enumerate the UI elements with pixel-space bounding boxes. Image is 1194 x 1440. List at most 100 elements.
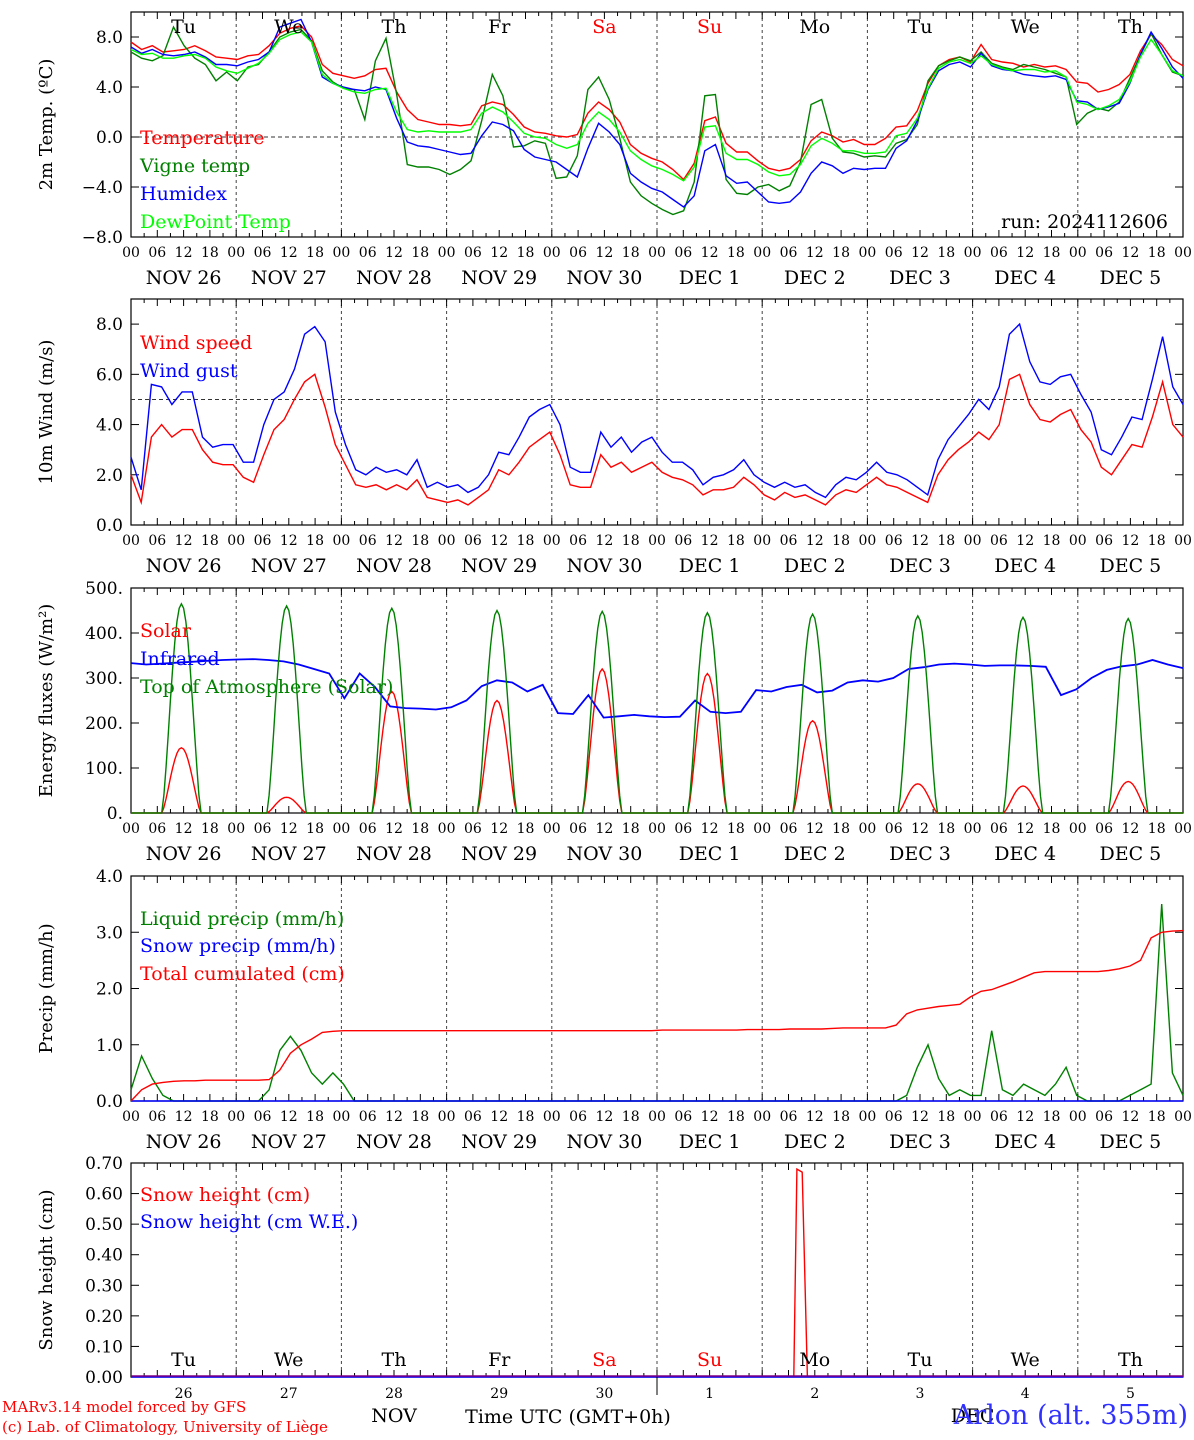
hour-label: 00: [122, 533, 140, 549]
day-number: 3: [916, 1386, 925, 1402]
day-label: DEC 3: [889, 267, 951, 289]
weekday-label: Su: [697, 1349, 722, 1371]
hour-label: 06: [254, 821, 272, 837]
day-label: NOV 28: [356, 555, 432, 577]
legend-entry: Solar: [140, 620, 192, 642]
weekday-label: Sa: [592, 16, 616, 38]
month-label: NOV: [371, 1405, 417, 1427]
hour-label: 12: [385, 533, 403, 549]
day-number: 1: [705, 1386, 714, 1402]
weekday-label: Fr: [488, 16, 511, 38]
day-label: NOV 28: [356, 267, 432, 289]
hour-label: 00: [332, 533, 350, 549]
legend-entry: DewPoint Temp: [140, 211, 291, 233]
series-line: [130, 658, 1184, 719]
day-label: NOV 30: [566, 555, 642, 577]
hour-label: 18: [411, 533, 429, 549]
hour-label: 12: [911, 821, 929, 837]
day-number: 30: [595, 1386, 613, 1402]
day-label: DEC 5: [1100, 843, 1162, 865]
hour-label: 18: [306, 533, 324, 549]
day-label: DEC 1: [679, 1131, 741, 1153]
hour-label: 18: [727, 821, 745, 837]
hour-label: 00: [648, 245, 666, 261]
hour-label: 00: [1174, 245, 1192, 261]
day-label: NOV 28: [356, 1131, 432, 1153]
legend-entry: Liquid precip (mm/h): [140, 908, 344, 930]
hour-label: 00: [964, 1109, 982, 1125]
day-number: 2: [810, 1386, 819, 1402]
hour-label: 06: [148, 245, 166, 261]
day-label: DEC 3: [889, 555, 951, 577]
hour-label: 12: [595, 821, 613, 837]
series-line: [793, 1167, 809, 1378]
day-label: NOV 26: [146, 555, 222, 577]
hour-label: 12: [806, 245, 824, 261]
hour-label: 12: [175, 245, 193, 261]
hour-label: 06: [780, 245, 798, 261]
hour-label: 18: [1148, 245, 1166, 261]
weekday-label: Tu: [908, 16, 933, 38]
y-tick-label: 0.30: [85, 1276, 123, 1296]
y-axis-label: Snow height (cm): [36, 1189, 57, 1350]
hour-label: 18: [832, 821, 850, 837]
hour-label: 00: [753, 821, 771, 837]
hour-label: 06: [359, 821, 377, 837]
hour-label: 00: [964, 245, 982, 261]
hour-label: 12: [595, 1109, 613, 1125]
hour-label: 00: [438, 533, 456, 549]
y-axis-label: Energy fluxes (W/m²): [36, 604, 57, 798]
day-label: NOV 27: [251, 555, 327, 577]
hour-label: 12: [1121, 245, 1139, 261]
hour-label: 12: [806, 1109, 824, 1125]
series-line: [130, 18, 1184, 208]
hour-label: 00: [1174, 533, 1192, 549]
model-credit: MARv3.14 model forced by GFS: [2, 1398, 247, 1416]
hour-label: 18: [1148, 821, 1166, 837]
day-label: DEC 3: [889, 1131, 951, 1153]
hour-label: 18: [937, 245, 955, 261]
hour-label: 12: [280, 533, 298, 549]
hour-label: 18: [727, 245, 745, 261]
hour-label: 18: [622, 821, 640, 837]
y-tick-label: 0.: [107, 804, 123, 824]
day-label: NOV 29: [461, 1131, 537, 1153]
hour-label: 12: [175, 1109, 193, 1125]
weekday-label: Sa: [592, 1349, 616, 1371]
y-tick-label: 0.40: [85, 1246, 123, 1266]
hour-label: 00: [1069, 245, 1087, 261]
hour-label: 06: [885, 533, 903, 549]
series-line: [130, 373, 1184, 506]
hour-label: 18: [517, 1109, 535, 1125]
hour-label: 06: [569, 245, 587, 261]
hour-label: 18: [727, 533, 745, 549]
day-label: NOV 29: [461, 843, 537, 865]
hour-label: 06: [885, 821, 903, 837]
hour-label: 06: [990, 245, 1008, 261]
y-tick-label: 0.0: [96, 516, 123, 536]
y-tick-label: 8.0: [96, 315, 123, 335]
hour-label: 18: [517, 821, 535, 837]
hour-label: 18: [517, 245, 535, 261]
weekday-label: We: [1011, 1349, 1040, 1371]
hour-label: 12: [280, 821, 298, 837]
weekday-label: Mo: [799, 16, 830, 38]
y-tick-label: 500.: [85, 579, 123, 599]
hour-label: 00: [332, 245, 350, 261]
hour-label: 12: [175, 533, 193, 549]
weekday-label: We: [274, 1349, 303, 1371]
day-label: DEC 5: [1100, 555, 1162, 577]
hour-label: 18: [411, 245, 429, 261]
hour-label: 18: [411, 821, 429, 837]
hour-label: 00: [858, 821, 876, 837]
run-annotation: run: 2024112606: [1001, 211, 1168, 233]
hour-label: 06: [674, 245, 692, 261]
y-tick-label: 2.0: [96, 466, 123, 486]
legend-entry: Wind speed: [140, 332, 252, 354]
weekday-label: Th: [382, 1349, 407, 1371]
hour-label: 12: [911, 245, 929, 261]
hour-label: 12: [911, 533, 929, 549]
hour-label: 12: [595, 533, 613, 549]
hour-label: 12: [385, 1109, 403, 1125]
day-number: 4: [1021, 1386, 1030, 1402]
